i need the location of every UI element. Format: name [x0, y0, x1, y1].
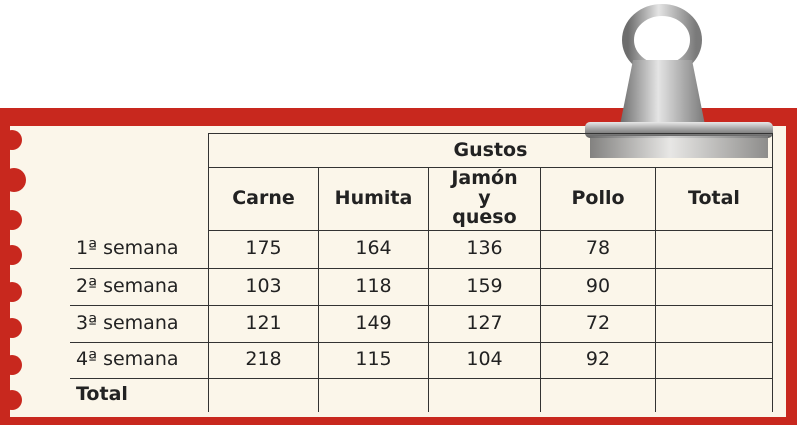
table-cell: Total [70, 378, 209, 412]
table-cell [655, 305, 773, 343]
table-cell: 90 [540, 268, 656, 306]
table-cell [318, 378, 429, 412]
table-cell: Jamón y queso [428, 167, 541, 231]
table-cell [540, 378, 656, 412]
table-cell: 115 [318, 342, 429, 379]
table-cell: 92 [540, 342, 656, 379]
table-cell: 164 [318, 230, 429, 269]
table-cell: Gustos [208, 133, 773, 168]
table-cell [655, 268, 773, 306]
table-cell: 2ª semana [70, 268, 209, 306]
table-cell [655, 230, 773, 269]
table-cell: 175 [208, 230, 319, 269]
table-cell: 149 [318, 305, 429, 343]
table-cell: 3ª semana [70, 305, 209, 343]
table-cell [655, 378, 773, 412]
table-cell: 4ª semana [70, 342, 209, 379]
table-cell: 218 [208, 342, 319, 379]
table-cell: Humita [318, 167, 429, 231]
table-cell: 121 [208, 305, 319, 343]
table-cell: 104 [428, 342, 541, 379]
table-cell: 72 [540, 305, 656, 343]
table-cell: 118 [318, 268, 429, 306]
table-cell: Total [655, 167, 773, 231]
table-cell: Carne [208, 167, 319, 231]
table-cell: 159 [428, 268, 541, 306]
table-cell: 1ª semana [70, 230, 209, 269]
table-cell: 136 [428, 230, 541, 269]
table-cell [208, 378, 319, 412]
table-cell: 78 [540, 230, 656, 269]
page: GustosCarneHumitaJamón y quesoPolloTotal… [0, 0, 797, 425]
table-cell [428, 378, 541, 412]
table-cell: 127 [428, 305, 541, 343]
table-cell: 103 [208, 268, 319, 306]
table-cell [655, 342, 773, 379]
table-cell: Pollo [540, 167, 656, 231]
